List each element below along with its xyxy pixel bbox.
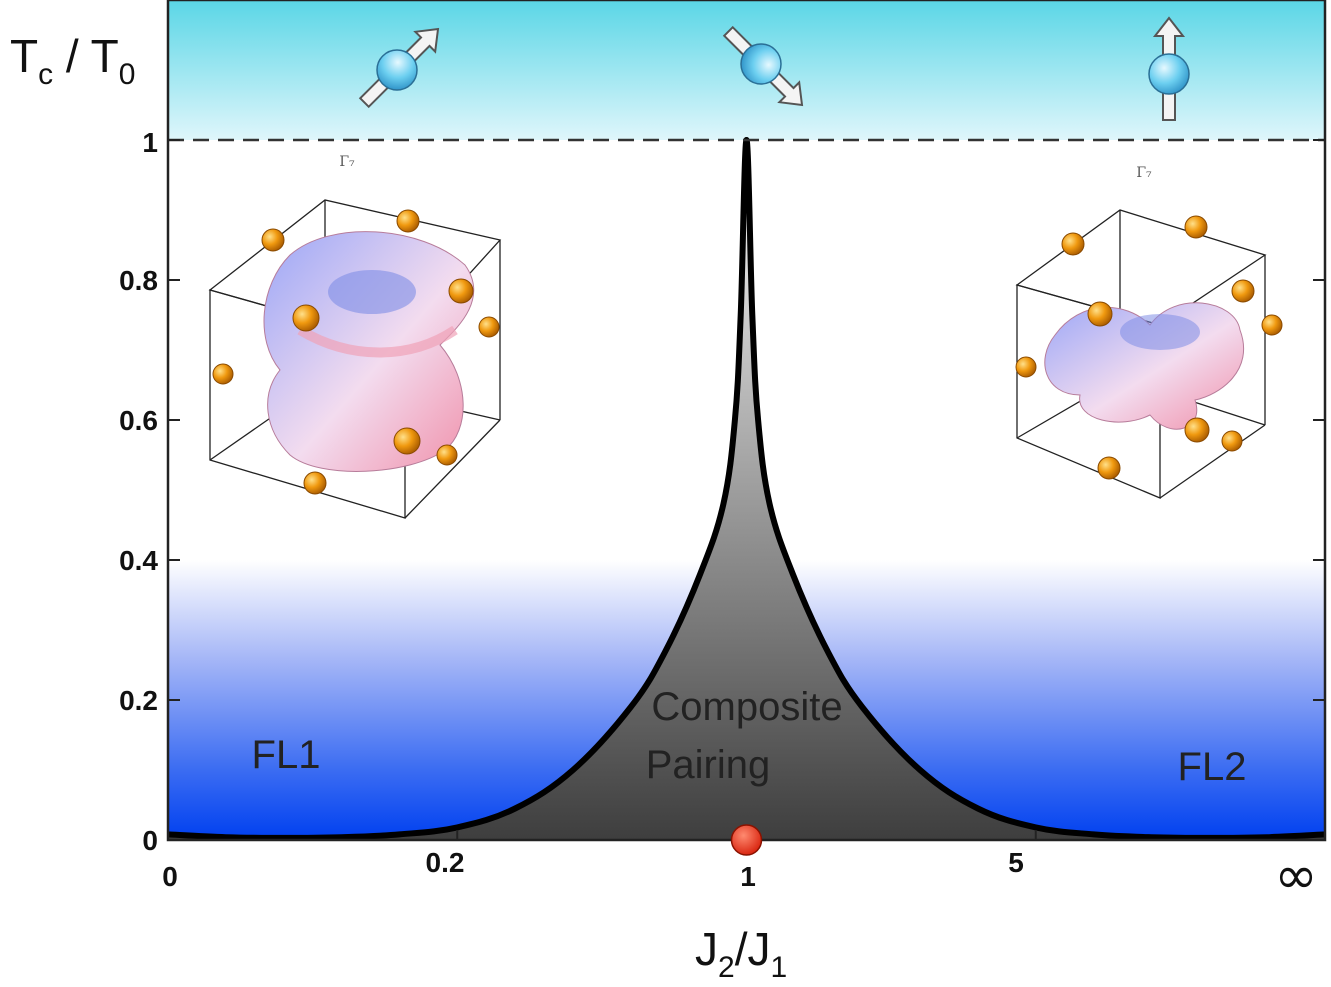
- fl1-label: FL1: [252, 733, 321, 777]
- axis-ticks: [167, 139, 1326, 841]
- y-tick-label: 0.8: [119, 265, 158, 296]
- spin-tilted-down-icon: [722, 25, 804, 107]
- y-axis-title-sub: c: [38, 58, 53, 91]
- y-axis-title: Tc / T0: [10, 30, 135, 91]
- spin-vertical-icon: [1148, 16, 1190, 121]
- x-tick-label: 0: [162, 861, 178, 892]
- composite-pairing-label: Composite: [651, 685, 842, 729]
- x-tick-label: 0.2: [426, 847, 465, 878]
- gamma7-orbital-left-icon: [208, 199, 502, 519]
- x-axis-title-main: J: [695, 923, 718, 975]
- y-tick-label: 1: [142, 127, 158, 158]
- x-axis-title-sub: 2: [718, 951, 735, 984]
- x-axis-title-sub: 1: [770, 951, 787, 984]
- composite-pairing-area: [168, 140, 1325, 840]
- inset-label-right: Γ₇: [1136, 165, 1152, 181]
- y-axis-title-mid: / T: [53, 30, 119, 82]
- x-tick-label: ∞: [1274, 846, 1317, 906]
- composite-pairing-label: Pairing: [646, 743, 771, 787]
- x-axis-title-mid: /J: [735, 923, 771, 975]
- x-tick-label: 5: [1008, 847, 1024, 878]
- y-axis-title-main: T: [10, 30, 38, 82]
- spin-tilted-up-icon: [358, 27, 440, 109]
- y-tick-labels: 0 0.2 0.4 0.6 0.8 1: [119, 127, 158, 856]
- y-tick-label: 0.6: [119, 405, 158, 436]
- y-tick-label: 0: [142, 825, 158, 856]
- x-tick-label: 1: [740, 861, 756, 892]
- inset-label-left: Γ₇: [339, 154, 355, 170]
- x-axis-title: J2/J1: [695, 923, 787, 984]
- y-axis-title-sub: 0: [119, 58, 136, 91]
- x-tick-labels: 0 0.2 1 5 ∞: [162, 846, 1317, 906]
- fl2-label: FL2: [1178, 745, 1247, 789]
- y-tick-label: 0.4: [119, 545, 158, 576]
- gamma8-orbital-right-icon: [1015, 209, 1283, 499]
- y-tick-label: 0.2: [119, 685, 158, 716]
- critical-point-marker: [730, 824, 763, 856]
